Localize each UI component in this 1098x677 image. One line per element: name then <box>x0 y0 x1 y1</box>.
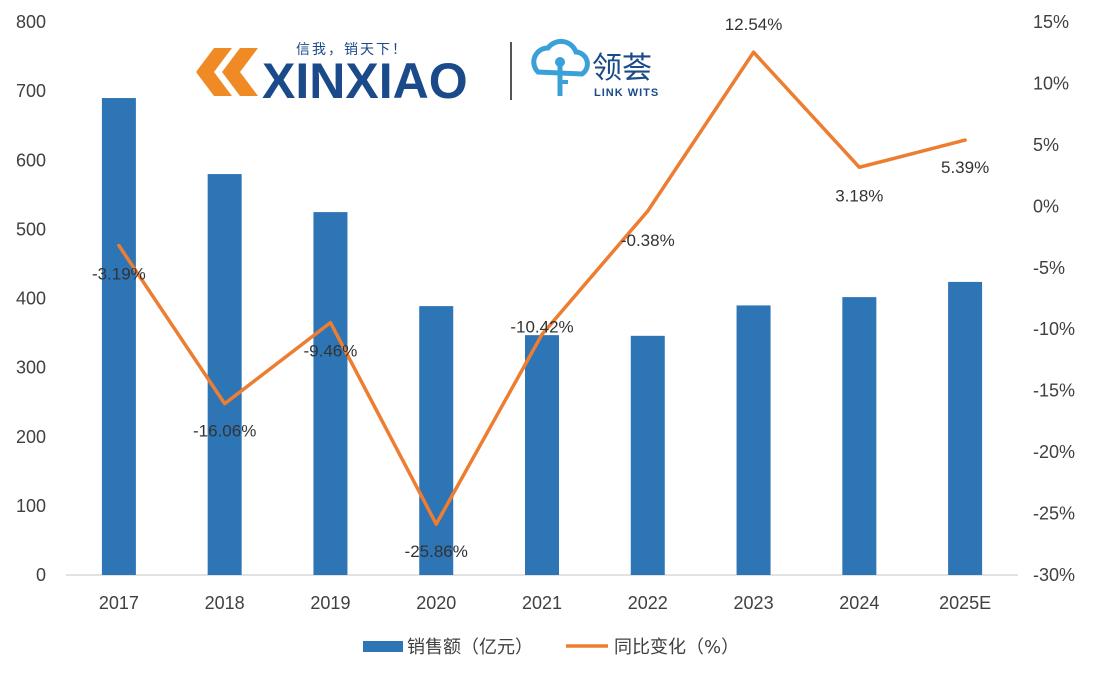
line-point-2023 <box>752 50 756 54</box>
legend-bar-label: 销售额（亿元） <box>407 637 533 658</box>
bar-2020 <box>419 306 454 575</box>
legend: 销售额（亿元） 同比变化（%） <box>363 637 739 658</box>
y-right-tick-label: 15% <box>1033 12 1069 32</box>
y-right-tick-label: 5% <box>1033 135 1059 155</box>
line-point-2018 <box>223 402 227 406</box>
bar-series <box>101 98 983 575</box>
data-label-2025E: 5.39% <box>941 158 989 177</box>
xinxiao-arrow-icon <box>222 48 258 96</box>
x-tick-label: 2017 <box>99 593 139 613</box>
y-right-tick-label: -5% <box>1033 258 1065 278</box>
y-right-tick-label: -20% <box>1033 442 1075 462</box>
x-tick-label: 2020 <box>416 593 456 613</box>
xinxiao-slogan: 信我，销天下！ <box>296 42 408 58</box>
line-point-2020 <box>434 522 438 526</box>
y-right-tick-label: -15% <box>1033 381 1075 401</box>
x-tick-label: 2018 <box>205 593 245 613</box>
linkwits-brand-en: LINK WITS <box>594 87 659 99</box>
linkwits-brand-cn: 领荟 <box>592 51 652 86</box>
x-tick-label: 2022 <box>628 593 668 613</box>
y-left-tick-label: 100 <box>16 496 46 516</box>
x-tick-label: 2023 <box>734 593 774 613</box>
data-label-2018: -16.06% <box>193 422 256 441</box>
x-tick-label: 2021 <box>522 593 562 613</box>
x-tick-label: 2019 <box>310 593 350 613</box>
data-label-2023: 12.54% <box>725 15 783 34</box>
y-left-tick-label: 200 <box>16 427 46 447</box>
bar-2025E <box>948 281 983 575</box>
bar-2024 <box>842 297 877 575</box>
line-series <box>117 50 967 526</box>
y-left-tick-label: 600 <box>16 150 46 170</box>
y-left-tick-label: 0 <box>36 565 46 585</box>
bar-2018 <box>207 174 242 575</box>
y-right-tick-label: -10% <box>1033 319 1075 339</box>
bar-2023 <box>736 305 771 575</box>
legend-bar-swatch <box>363 641 403 652</box>
bar-2017 <box>101 98 136 575</box>
xinxiao-diamond-icon <box>196 48 232 96</box>
line-point-2024 <box>857 165 861 169</box>
xinxiao-brand: XINXIAO <box>262 53 468 109</box>
line-point-2019 <box>328 321 332 325</box>
y-left-tick-label: 300 <box>16 358 46 378</box>
linkwits-cloud-key-icon <box>531 38 590 96</box>
bar-2019 <box>313 212 348 575</box>
bar-2022 <box>630 335 665 575</box>
xinxiao-logo: XINXIAO 信我，销天下！ <box>196 42 468 109</box>
y-right-tick-label: 0% <box>1033 196 1059 216</box>
bar-2021 <box>525 335 559 575</box>
data-label-2019: -9.46% <box>304 342 358 361</box>
line-point-2025E <box>963 138 967 142</box>
y-left-tick-label: 800 <box>16 12 46 32</box>
y-left-tick-label: 500 <box>16 219 46 239</box>
line-point-2017 <box>117 244 121 248</box>
x-tick-label: 2024 <box>839 593 879 613</box>
data-label-2024: 3.18% <box>835 186 883 205</box>
data-label-2017: -3.19% <box>92 265 146 284</box>
line-point-2021 <box>540 332 544 336</box>
data-label-2022: -0.38% <box>621 231 675 250</box>
data-labels: -3.19% -16.06% -9.46% -25.86% -10.42% -0.38% 1… <box>92 15 989 561</box>
legend-line-label: 同比变化（%） <box>614 637 739 658</box>
y-right-tick-label: -25% <box>1033 504 1075 524</box>
data-label-2021: -10.42% <box>510 317 573 336</box>
linkwits-logo: 领荟 LINK WITS <box>531 38 659 99</box>
x-tick-label: 2025E <box>939 593 991 613</box>
y-left-tick-label: 400 <box>16 289 46 309</box>
y-right-tick-label: -30% <box>1033 565 1075 585</box>
y-right-tick-label: 10% <box>1033 73 1069 93</box>
line-point-2022 <box>646 209 650 213</box>
y-left-tick-label: 700 <box>16 81 46 101</box>
data-label-2020: -25.86% <box>405 542 468 561</box>
